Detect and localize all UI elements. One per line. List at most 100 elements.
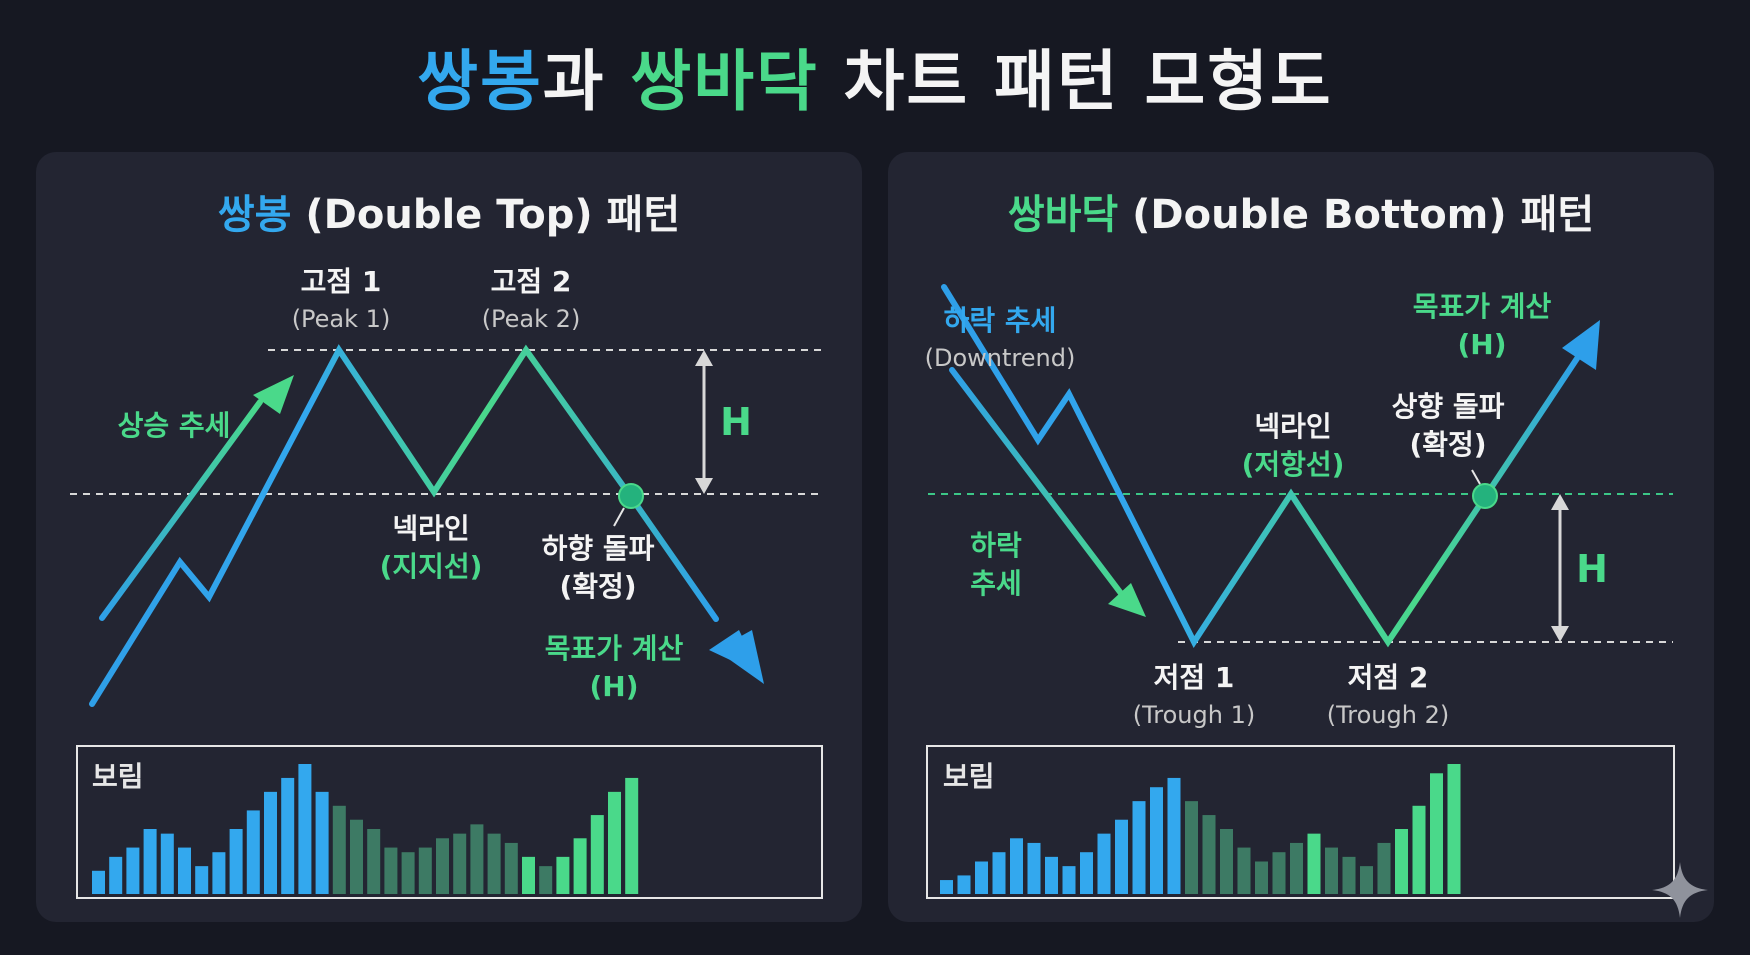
peak2-sublabel: (Peak 2): [482, 305, 581, 333]
volume-bar: [350, 819, 363, 894]
volume-bar: [1237, 847, 1251, 894]
peak1-label: 고점 1: [301, 265, 382, 298]
volume-bar: [504, 842, 518, 894]
volume-box: [76, 745, 823, 899]
volume-bar: [401, 852, 415, 894]
volume-bar: [384, 847, 398, 894]
title-double-top: 쌍봉: [417, 43, 543, 120]
volume-bar: [1447, 764, 1461, 894]
neckline-sublabel: (저항선): [1242, 448, 1345, 481]
double-top-diagram: H 고점 1 (Peak 1) 고점 2 (Peak 2) 상승 추세 넥라인 …: [70, 265, 823, 899]
volume-bar: [590, 815, 604, 894]
volume-bar: [487, 833, 501, 894]
volume-bar: [608, 791, 621, 894]
downtrend-side-label-2: 추세: [970, 567, 1022, 600]
volume-bars: [940, 764, 1461, 894]
breakout-label: 상향 돌파: [1392, 390, 1505, 423]
downtrend-sublabel: (Downtrend): [925, 344, 1076, 372]
uptrend-arrowhead: [253, 375, 294, 414]
volume-bar: [539, 866, 553, 894]
title-rest: 차트 패턴 모형도: [818, 43, 1333, 120]
volume-bar: [556, 856, 570, 894]
sparkle-icon: [1652, 862, 1708, 918]
volume-bar: [1167, 777, 1181, 894]
downtrend-arrowhead: [1108, 583, 1146, 617]
volume-bar: [1097, 833, 1111, 894]
volume-bar: [436, 838, 449, 894]
target-label: 목표가 계산: [545, 632, 684, 665]
trough2-sublabel: (Trough 2): [1327, 701, 1449, 729]
volume-bar: [940, 880, 953, 894]
volume-bar: [453, 833, 467, 894]
volume-bar: [1377, 842, 1391, 894]
volume-bar: [212, 852, 226, 894]
neckline-label: 넥라인: [1254, 410, 1331, 443]
double-bottom-price-line: [941, 284, 1581, 648]
trough2-label: 저점 2: [1348, 661, 1429, 694]
breakdown-pointer-line: [613, 507, 625, 527]
volume-bar: [1412, 805, 1426, 894]
volume-bar: [625, 777, 639, 894]
volume-bar: [367, 829, 381, 894]
volume-bar: [470, 824, 484, 894]
volume-bar: [1430, 773, 1443, 894]
volume-bar: [332, 805, 346, 894]
volume-bar: [1010, 838, 1023, 894]
breakout-point: [1472, 483, 1498, 509]
volume-bar: [264, 791, 277, 894]
breakout-pointer-line: [1471, 469, 1481, 485]
volume-bar: [992, 852, 1006, 894]
double-bottom-title-rest: (Double Bottom) 패턴: [1118, 192, 1595, 238]
volume-bar: [1080, 852, 1093, 894]
breakout-arrowhead: [1562, 320, 1600, 370]
volume-bar: [1325, 847, 1338, 894]
volume-bars: [92, 764, 639, 894]
volume-bar: [1202, 815, 1216, 894]
peak2-label: 고점 2: [491, 265, 572, 298]
volume-bar: [573, 838, 587, 894]
volume-bar: [1062, 866, 1076, 894]
downtrend-arrow: [949, 367, 1129, 603]
volume-bar: [126, 847, 140, 894]
volume-bar: [1115, 819, 1128, 894]
volume-bar: [1307, 833, 1321, 894]
breakout-sublabel: (확정): [1409, 428, 1486, 461]
peak1-sublabel: (Peak 1): [292, 305, 391, 333]
breakdown-point: [618, 483, 644, 509]
volume-bar: [522, 856, 535, 894]
breakdown-label: 하향 돌파: [542, 532, 655, 565]
volume-bar: [281, 777, 295, 894]
neckline-label: 넥라인: [392, 512, 469, 545]
volume-bar: [1290, 842, 1303, 894]
volume-bar: [1272, 852, 1286, 894]
volume-bar: [229, 829, 243, 894]
volume-bar: [975, 861, 988, 894]
volume-label: 보림: [92, 760, 144, 793]
volume-bar: [1150, 787, 1163, 894]
height-arrow-bottom: [695, 478, 713, 494]
volume-bar: [1132, 801, 1146, 894]
volume-bar: [1027, 842, 1041, 894]
height-label: H: [1576, 547, 1608, 591]
double-bottom-title-ko: 쌍바닥: [1007, 192, 1119, 238]
volume-bar: [1360, 866, 1373, 894]
volume-label: 보림: [943, 760, 995, 793]
height-label: H: [720, 400, 752, 444]
downtrend-label: 하락 추세: [944, 304, 1057, 337]
double-top-title-rest: (Double Top) 패턴: [291, 192, 681, 238]
volume-bar: [1185, 801, 1198, 894]
volume-bar: [1255, 861, 1268, 894]
breakdown-sublabel: (확정): [559, 570, 636, 603]
double-top-title-ko: 쌍봉: [217, 192, 292, 238]
neckline-sublabel: (지지선): [380, 550, 483, 583]
double-top-panel: 쌍봉 (Double Top) 패턴: [36, 152, 862, 922]
height-arrow-top: [1551, 494, 1569, 510]
height-arrow-top: [695, 350, 713, 366]
page-title: 쌍봉과 쌍바닥 차트 패턴 모형도: [0, 28, 1750, 124]
title-double-bottom: 쌍바닥: [630, 43, 819, 120]
downtrend-side-label-1: 하락: [970, 529, 1022, 562]
double-bottom-panel: 쌍바닥 (Double Bottom) 패턴: [888, 152, 1714, 922]
volume-bar: [1342, 856, 1356, 894]
height-arrow-bottom: [1551, 626, 1569, 642]
double-bottom-diagram: H 하락 추세 (Downtrend) 하락 추세 넥라인 (저항선) 상향 돌…: [925, 284, 1675, 899]
